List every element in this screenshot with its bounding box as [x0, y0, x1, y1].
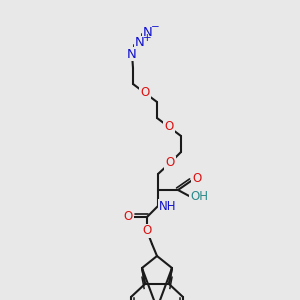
Text: O: O	[140, 86, 150, 100]
Text: O: O	[123, 211, 133, 224]
Text: NH: NH	[159, 200, 177, 212]
Text: O: O	[164, 121, 174, 134]
Text: O: O	[192, 172, 202, 185]
Text: −: −	[151, 22, 159, 32]
Text: +: +	[143, 33, 151, 43]
Text: N: N	[143, 26, 153, 38]
Text: O: O	[142, 224, 152, 238]
Text: OH: OH	[190, 190, 208, 203]
Text: N: N	[135, 37, 145, 50]
Text: N: N	[127, 47, 137, 61]
Text: O: O	[165, 157, 175, 169]
